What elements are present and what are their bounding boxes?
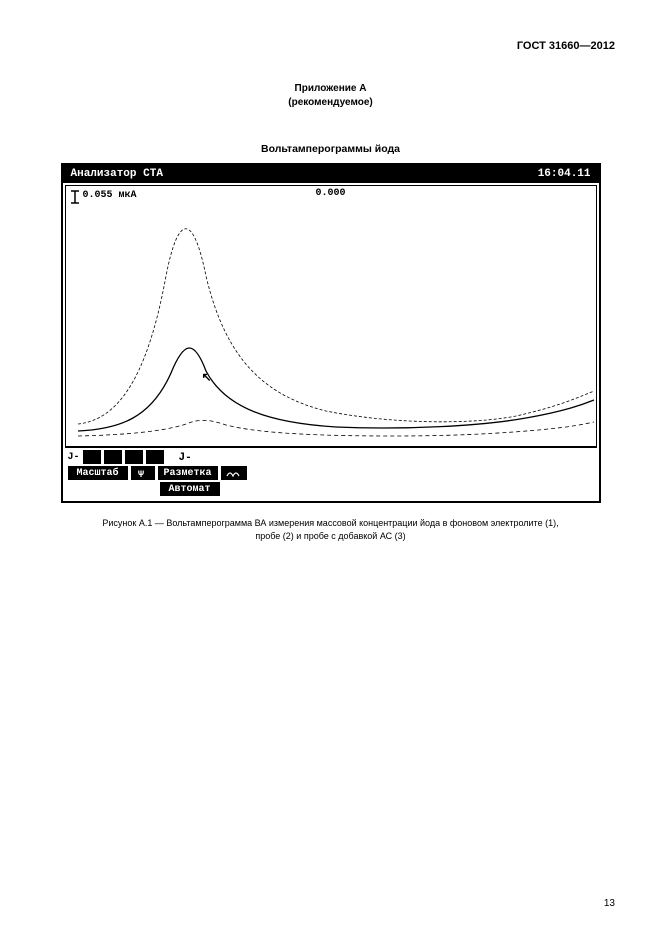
- toolbar-row-1: J- J-: [68, 450, 594, 464]
- svg-text:Ψ: Ψ: [138, 470, 144, 478]
- plot-area: 0.055 мкА 0.000 ↖ J- J-: [63, 183, 599, 501]
- psi-icon: Ψ: [136, 468, 150, 478]
- page-number: 13: [604, 898, 615, 909]
- curve-2: [78, 348, 594, 431]
- standard-code: ГОСТ 31660—2012: [46, 40, 615, 52]
- layout-button[interactable]: Разметка: [158, 466, 218, 480]
- toolbar-row-3: Автомат: [68, 482, 594, 496]
- appendix-status: (рекомендуемое): [46, 96, 615, 110]
- auto-button[interactable]: Автомат: [160, 482, 220, 496]
- caption-line-2: пробе (2) и пробе с добавкой АС (3): [255, 531, 405, 541]
- appendix-title-block: Приложение А (рекомендуемое): [46, 82, 615, 109]
- tool-button-4[interactable]: [146, 450, 164, 464]
- cursor-icon: ↖: [202, 370, 212, 384]
- toolbar: J- J- Масштаб Ψ Разметка: [65, 447, 597, 499]
- wave-button[interactable]: [221, 466, 247, 480]
- scale-button[interactable]: Масштаб: [68, 466, 128, 480]
- curves-svg: [66, 186, 596, 446]
- caption-line-1: Рисунок А.1 — Вольтамперограмма ВА измер…: [102, 518, 558, 528]
- tool-button-3[interactable]: [125, 450, 143, 464]
- wave-icon: [226, 468, 242, 478]
- app-title: Анализатор СТА: [71, 168, 163, 180]
- clock: 16:04.11: [538, 168, 591, 180]
- j-minus-label: J-: [179, 452, 192, 464]
- toolbar-row-2: Масштаб Ψ Разметка: [68, 466, 594, 480]
- voltammogram-plot: 0.055 мкА 0.000 ↖: [65, 185, 597, 447]
- curve-3: [78, 229, 594, 424]
- appendix-letter: Приложение А: [46, 82, 615, 96]
- tool-button-5[interactable]: Ψ: [131, 466, 155, 480]
- tool-button-1[interactable]: [83, 450, 101, 464]
- j-label: J-: [68, 452, 80, 463]
- window-titlebar: Анализатор СТА 16:04.11: [63, 165, 599, 183]
- top-center-readout: 0.000: [66, 188, 596, 199]
- curve-1: [78, 420, 594, 436]
- section-title: Вольтамперограммы йода: [46, 143, 615, 155]
- document-page: ГОСТ 31660—2012 Приложение А (рекомендуе…: [0, 0, 661, 935]
- figure-caption: Рисунок А.1 — Вольтамперограмма ВА измер…: [46, 517, 615, 543]
- tool-button-2[interactable]: [104, 450, 122, 464]
- analyzer-window: Анализатор СТА 16:04.11 0.055 мкА 0.000: [61, 163, 601, 503]
